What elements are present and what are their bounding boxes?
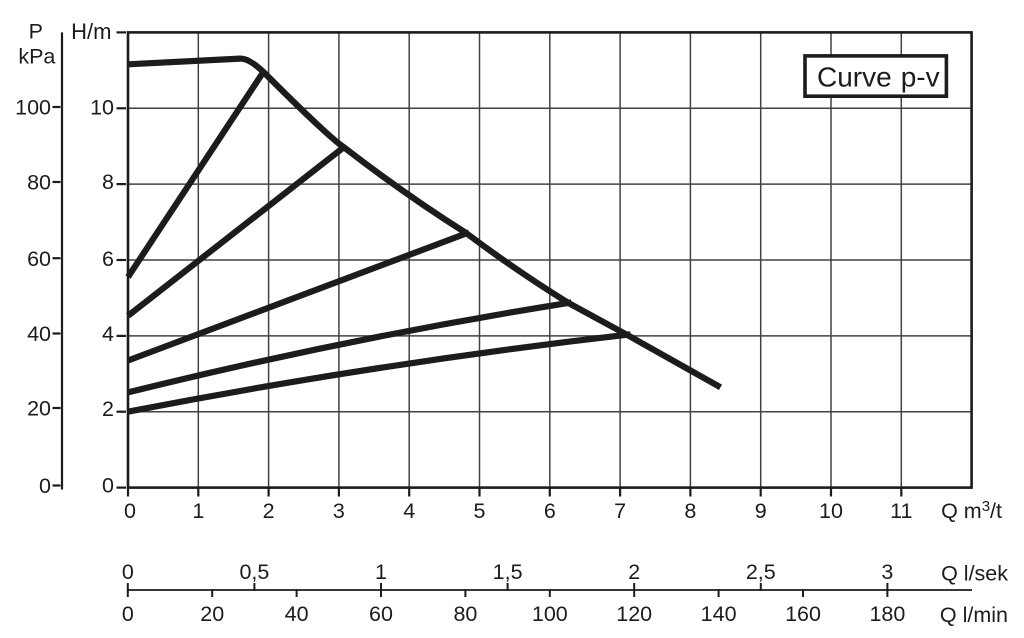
svg-text:7: 7: [614, 499, 626, 523]
svg-text:160: 160: [785, 602, 821, 626]
svg-text:6: 6: [544, 499, 556, 523]
svg-text:0: 0: [39, 474, 51, 498]
svg-text:4: 4: [102, 322, 114, 346]
svg-text:10: 10: [819, 499, 843, 523]
svg-text:0: 0: [124, 499, 136, 523]
svg-text:3: 3: [881, 560, 893, 584]
svg-text:180: 180: [869, 602, 905, 626]
svg-text:120: 120: [616, 602, 652, 626]
svg-text:5: 5: [474, 499, 486, 523]
svg-text:2,5: 2,5: [746, 560, 776, 584]
svg-text:Q m3/t: Q m3/t: [941, 498, 1002, 523]
svg-text:8: 8: [684, 499, 696, 523]
svg-text:2: 2: [263, 499, 275, 523]
svg-text:1: 1: [192, 499, 204, 523]
svg-text:40: 40: [27, 322, 51, 346]
svg-text:80: 80: [453, 602, 477, 626]
svg-text:Q l/sek: Q l/sek: [941, 562, 1008, 586]
svg-text:2: 2: [102, 397, 114, 421]
svg-text:0: 0: [122, 560, 134, 584]
svg-text:10: 10: [90, 96, 114, 120]
svg-text:0: 0: [102, 474, 114, 498]
svg-text:11: 11: [890, 499, 912, 523]
svg-text:1: 1: [375, 560, 387, 584]
svg-text:2: 2: [628, 560, 640, 584]
svg-text:100: 100: [532, 602, 568, 626]
svg-text:80: 80: [27, 171, 51, 195]
svg-text:H/m: H/m: [71, 19, 111, 44]
svg-text:6: 6: [102, 247, 114, 271]
svg-text:1,5: 1,5: [493, 560, 523, 584]
svg-text:kPa: kPa: [18, 45, 55, 69]
svg-text:60: 60: [369, 602, 393, 626]
svg-text:P: P: [29, 19, 43, 43]
svg-text:9: 9: [755, 499, 767, 523]
svg-text:60: 60: [27, 247, 51, 271]
svg-text:100: 100: [15, 96, 51, 120]
svg-text:Q l/min: Q l/min: [940, 603, 1008, 627]
svg-text:20: 20: [200, 602, 224, 626]
svg-text:0: 0: [122, 602, 134, 626]
svg-text:4: 4: [403, 499, 415, 523]
svg-text:3: 3: [333, 499, 345, 523]
svg-text:40: 40: [285, 602, 309, 626]
svg-text:8: 8: [102, 170, 114, 194]
svg-text:20: 20: [27, 397, 51, 421]
svg-text:140: 140: [701, 602, 737, 626]
svg-text:0,5: 0,5: [239, 560, 269, 584]
